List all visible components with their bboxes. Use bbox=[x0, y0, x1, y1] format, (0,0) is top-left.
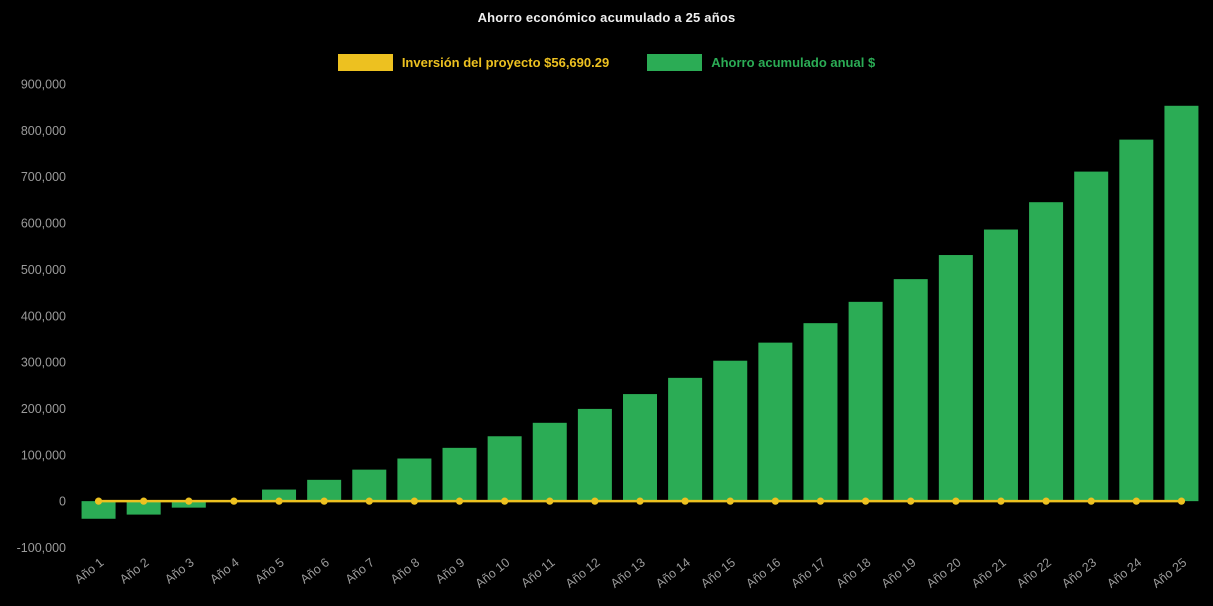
line-dot bbox=[501, 497, 509, 505]
x-axis-label: Año 10 bbox=[473, 555, 513, 590]
legend-swatch-savings bbox=[647, 54, 703, 71]
line-dot bbox=[591, 497, 599, 505]
legend-label-savings: Ahorro acumulado anual $ bbox=[711, 55, 876, 70]
y-axis-label: 500,000 bbox=[21, 263, 66, 277]
x-axis-label: Año 22 bbox=[1014, 555, 1054, 590]
line-dot bbox=[952, 497, 960, 505]
line-dot bbox=[907, 497, 915, 505]
x-axis-label: Año 4 bbox=[207, 555, 241, 586]
x-axis-label: Año 15 bbox=[698, 555, 738, 590]
x-axis-label: Año 12 bbox=[563, 555, 603, 590]
x-axis-label: Año 16 bbox=[743, 555, 783, 590]
line-dot bbox=[546, 497, 554, 505]
bar bbox=[893, 279, 928, 502]
x-axis-label: Año 8 bbox=[388, 555, 422, 586]
line-dot bbox=[862, 497, 870, 505]
bar bbox=[307, 479, 342, 502]
y-axis-label: 900,000 bbox=[21, 78, 66, 92]
y-axis-label: -100,000 bbox=[17, 541, 66, 555]
x-axis-label: Año 14 bbox=[653, 555, 693, 590]
y-axis-label: 800,000 bbox=[21, 124, 66, 138]
bar bbox=[668, 377, 703, 502]
line-dot bbox=[94, 497, 103, 505]
line-dot bbox=[636, 497, 644, 505]
x-axis-label: Año 1 bbox=[72, 555, 106, 586]
line-dot bbox=[410, 497, 418, 505]
legend-item-savings: Ahorro acumulado anual $ bbox=[647, 54, 875, 71]
bar bbox=[1119, 139, 1154, 502]
bar bbox=[577, 408, 612, 502]
y-axis-label: 100,000 bbox=[21, 448, 66, 462]
line-dot bbox=[681, 497, 689, 505]
line-dot bbox=[1132, 497, 1140, 505]
bar bbox=[126, 501, 161, 515]
bar bbox=[532, 422, 567, 502]
line-dot bbox=[997, 497, 1005, 505]
x-axis-label: Año 2 bbox=[117, 555, 151, 586]
x-axis-label: Año 17 bbox=[788, 555, 828, 590]
y-axis-label: 400,000 bbox=[21, 309, 66, 323]
line-dot bbox=[1177, 497, 1186, 505]
bar bbox=[442, 447, 477, 502]
y-axis-label: 700,000 bbox=[21, 170, 66, 184]
x-axis-label: Año 19 bbox=[879, 555, 919, 590]
bar bbox=[487, 436, 522, 502]
line-dot bbox=[275, 497, 283, 505]
chart-title: Ahorro económico acumulado a 25 años bbox=[477, 10, 736, 25]
bar bbox=[848, 301, 883, 502]
bar bbox=[623, 394, 657, 502]
bar bbox=[1164, 105, 1199, 502]
line-dot bbox=[185, 497, 193, 505]
bar bbox=[1029, 202, 1064, 502]
line-dot bbox=[230, 497, 238, 505]
legend-item-investment: Inversión del proyecto $56,690.29 bbox=[337, 54, 610, 71]
line-dot bbox=[140, 497, 148, 505]
bar bbox=[81, 501, 116, 519]
y-axis-label: 200,000 bbox=[21, 402, 66, 416]
legend-label-investment: Inversión del proyecto $56,690.29 bbox=[401, 55, 610, 70]
x-axis-label: Año 6 bbox=[298, 555, 332, 586]
line-dot bbox=[320, 497, 328, 505]
line-dot bbox=[1042, 497, 1050, 505]
x-axis-label: Año 7 bbox=[343, 555, 377, 586]
bar bbox=[713, 360, 748, 502]
x-axis-label: Año 23 bbox=[1059, 555, 1099, 590]
line-dot bbox=[726, 497, 734, 505]
x-axis-label: Año 25 bbox=[1149, 555, 1189, 590]
line-dot bbox=[365, 497, 373, 505]
legend: Inversión del proyecto $56,690.29 Ahorro… bbox=[0, 54, 1213, 71]
bar bbox=[938, 255, 973, 502]
bar bbox=[262, 489, 297, 502]
x-axis-label: Año 21 bbox=[969, 555, 1009, 590]
bar bbox=[803, 323, 838, 502]
x-axis-label: Año 11 bbox=[518, 555, 557, 590]
bar bbox=[352, 469, 387, 502]
bar bbox=[758, 342, 793, 502]
x-axis-label: Año 3 bbox=[162, 555, 196, 586]
bar bbox=[983, 229, 1018, 502]
x-axis-label: Año 24 bbox=[1104, 555, 1144, 590]
bar bbox=[397, 458, 432, 502]
x-axis-label: Año 9 bbox=[433, 555, 467, 586]
y-axis-label: 300,000 bbox=[21, 356, 66, 370]
x-axis-label: Año 18 bbox=[834, 555, 874, 590]
x-axis-label: Año 13 bbox=[608, 555, 648, 590]
line-dot bbox=[455, 497, 464, 505]
x-axis-label: Año 5 bbox=[253, 555, 287, 586]
y-axis-label: 0 bbox=[59, 495, 66, 509]
line-dot bbox=[771, 497, 779, 505]
x-axis-label: Año 20 bbox=[924, 555, 964, 590]
line-dot bbox=[1087, 497, 1095, 505]
y-axis-label: 600,000 bbox=[21, 217, 66, 231]
bar bbox=[1074, 171, 1109, 502]
legend-swatch-investment bbox=[337, 54, 393, 71]
line-dot bbox=[816, 497, 825, 505]
